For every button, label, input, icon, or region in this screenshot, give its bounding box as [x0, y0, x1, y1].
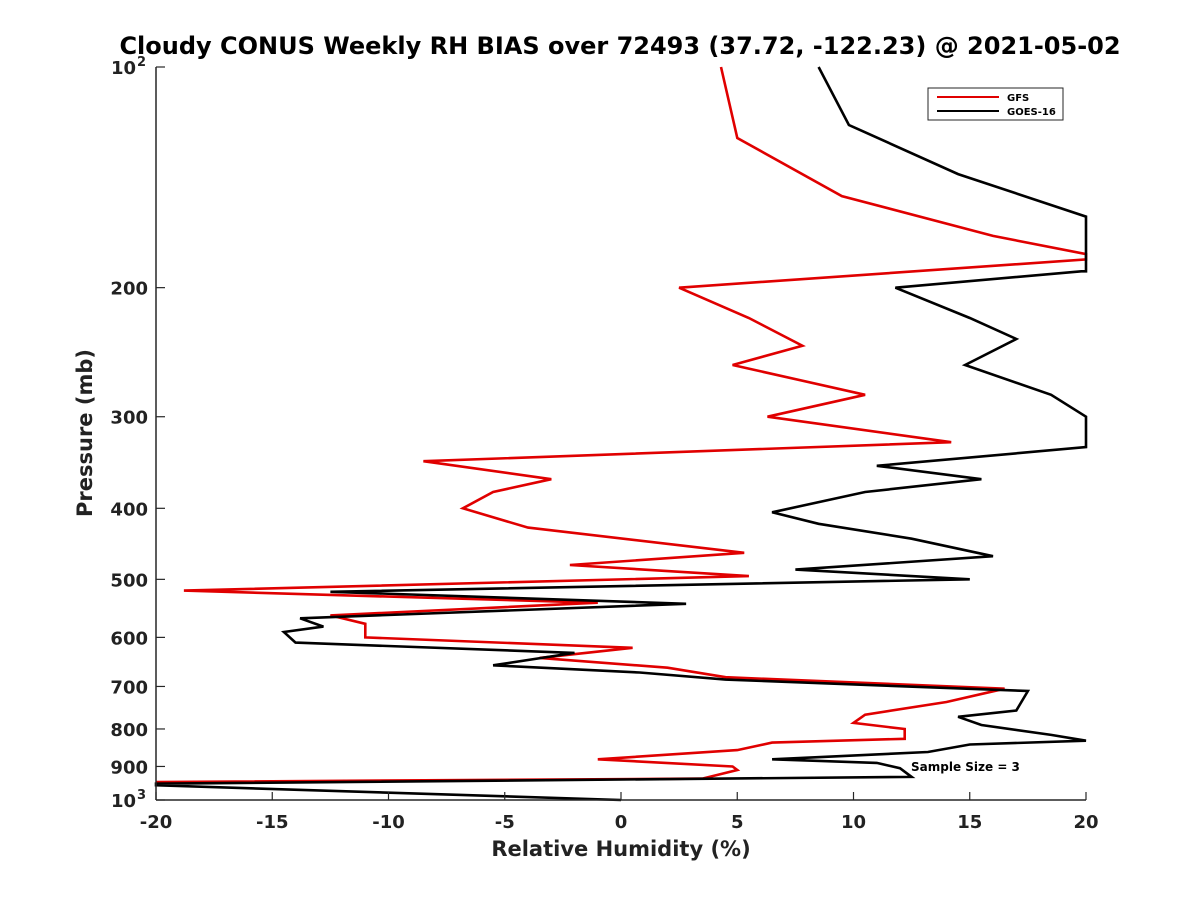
y-tick-label: 10 [111, 791, 136, 812]
y-tick-label: 600 [110, 628, 148, 649]
legend-box [927, 87, 1064, 121]
y-tick-label: 200 [110, 279, 148, 300]
series-line-gfs [155, 66, 1088, 784]
x-tick-label: 10 [841, 812, 866, 833]
x-axis-ticks: -20 -15 -10 -5 0 5 10 15 20 [140, 792, 1099, 833]
series-line-goes-16 [154, 66, 1088, 802]
chart-title: Cloudy CONUS Weekly RH BIAS over 72493 (… [119, 32, 1120, 60]
y-axis-label: Pressure (mb) [73, 349, 97, 517]
y-tick-exponent: 2 [137, 55, 146, 70]
y-tick-label: 900 [110, 757, 148, 778]
y-tick-label: 800 [110, 720, 148, 741]
y-tick-label: 700 [110, 677, 148, 698]
series-layer [154, 66, 1088, 802]
x-tick-label: -5 [495, 812, 515, 833]
y-tick-label: 10 [111, 58, 136, 79]
x-tick-label: 0 [615, 812, 628, 833]
x-tick-label: 15 [957, 812, 982, 833]
y-tick-label: 400 [110, 499, 148, 520]
legend: GFS GOES-16 [927, 87, 1064, 121]
x-tick-label: -15 [256, 812, 289, 833]
y-tick-label: 300 [110, 408, 148, 429]
x-tick-label: 5 [731, 812, 744, 833]
plot-background [156, 67, 1086, 800]
legend-label-gfs: GFS [1007, 93, 1029, 104]
y-tick-label: 500 [110, 570, 148, 591]
legend-label-goes-16: GOES-16 [1007, 107, 1056, 118]
x-tick-label: 20 [1073, 812, 1098, 833]
y-tick-exponent: 3 [137, 788, 146, 803]
x-tick-label: -10 [372, 812, 405, 833]
x-tick-label: -20 [140, 812, 173, 833]
x-axis-label: Relative Humidity (%) [491, 837, 750, 861]
sample-size-annotation: Sample Size = 3 [911, 760, 1020, 774]
